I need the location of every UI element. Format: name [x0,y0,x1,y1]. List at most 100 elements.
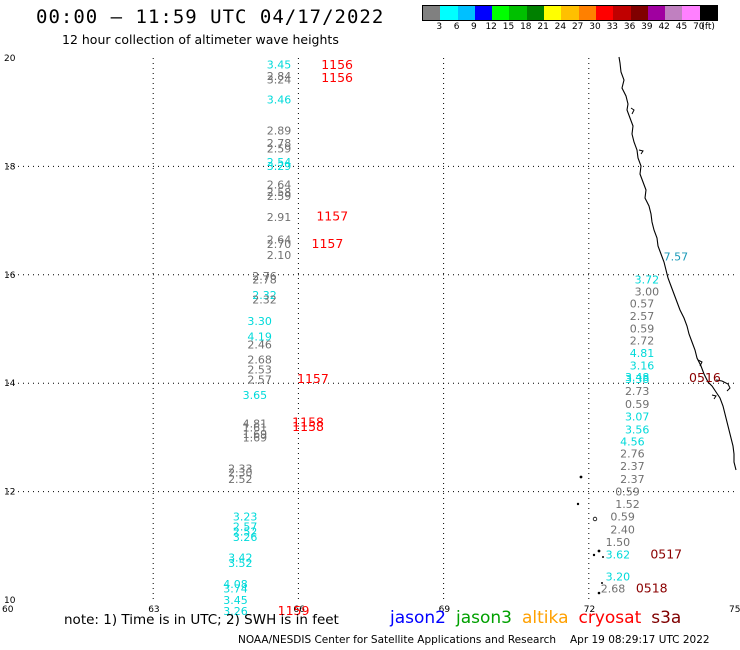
swh-value: 4.08 [223,578,248,591]
swh-value: 4.81 [243,418,268,431]
swh-value: 3.52 [228,557,253,570]
swh-value: 7.57 [664,251,689,264]
pass-time: 1156 [321,70,353,85]
colorbar-label: 39 [641,22,653,32]
pass-time: 1157 [316,209,348,224]
colorbar-swatch [423,6,441,20]
colorbar-swatch [578,6,596,20]
swh-value: 2.72 [630,335,655,348]
swh-value: 4.56 [620,436,645,449]
swh-value: 0.57 [630,297,655,310]
colorbar-swatch [440,6,458,20]
pass-time: 1159 [278,603,310,618]
colorbar-label: 6 [453,22,460,32]
y-tick-label: 16 [4,271,16,281]
colorbar-label: 42 [658,22,670,32]
x-tick-label: 75 [729,605,740,615]
coastline [576,56,737,595]
swh-value: 2.52 [228,473,253,486]
swh-value: 1.61 [243,421,268,434]
swh-value: 1.69 [243,428,268,441]
swh-value: 3.56 [625,424,650,437]
colorbar-swatch [474,6,493,20]
swh-value: 2.76 [252,270,277,283]
colorbar-swatch [509,6,527,20]
swh-value: 1.50 [606,536,631,549]
swh-value: 3.74 [223,582,248,595]
swh-value: 2.57 [233,521,258,534]
colorbar-swatch [526,6,545,20]
swh-value: 3.72 [635,273,660,286]
swh-value: 2.64 [267,179,292,192]
swh-value: 2.76 [620,447,645,460]
colorbar-legend [422,5,719,21]
pass-time: 1157 [297,371,329,386]
y-tick-label: 10 [4,596,16,606]
swh-value: 2.57 [630,310,655,323]
swh-value: 2.84 [267,70,292,83]
colorbar-label: 36 [623,22,636,32]
swh-readings: 3.452.843.243.462.892.782.592.543.292.64… [223,58,688,618]
swh-value: 2.46 [247,339,272,352]
x-tick-label: 72 [584,605,595,615]
swh-value: 3.24 [267,73,292,86]
satellite-legend-item: s3a [651,608,682,628]
x-tick-label: 69 [439,605,451,615]
swh-value: 4.19 [247,330,272,343]
grid-lines [8,58,734,600]
swh-value: 2.32 [252,294,277,307]
y-tick-label: 20 [4,54,16,64]
swh-value: 2.73 [625,385,650,398]
swh-value: 3.38 [625,373,650,386]
colorbar-swatch [647,6,666,20]
colorbar-labels: 3 6 9 12 15 18 21 24 27 30 33 36 39 42 45 70 (ft) [422,22,740,36]
pass-time: 0518 [636,580,668,595]
swh-value: 2.40 [610,523,635,536]
pass-time: 0516 [689,370,721,385]
colorbar-label: 21 [537,22,549,32]
swh-value: 1.52 [615,498,640,511]
x-tick-label: 66 [293,605,305,615]
y-tick-label: 18 [4,162,16,172]
x-tick-label: 63 [148,605,159,615]
swh-value: 3.45 [267,58,292,71]
satellite-legend: jason2 jason3 altika cryosat s3a [390,608,691,628]
swh-value: 3.00 [635,285,660,298]
colorbar-label: 15 [502,22,515,32]
swh-value: 2.37 [620,473,645,486]
colorbar-label: 70 [693,22,705,32]
swh-value: 3.45 [223,594,248,607]
swh-value: 2.58 [267,186,292,199]
colorbar-swatch [544,6,562,20]
pass-time: 1158 [292,415,324,430]
swh-value: 2.89 [267,124,292,137]
colorbar-label: 33 [606,22,619,32]
swh-value: 2.78 [252,273,277,286]
page-title: 00:00 – 11:59 UTC 04/17/2022 [36,6,385,28]
swh-value: 2.91 [267,211,292,224]
swh-value: 2.54 [267,156,292,169]
swh-value: 2.53 [247,363,272,376]
swh-value: 2.68 [247,354,272,367]
colorbar-label: 3 [436,22,443,32]
swh-value: 3.30 [247,315,272,328]
satellite-legend-item: jason2 [390,608,446,628]
swh-value: 3.23 [233,510,258,523]
colorbar-swatch [595,6,614,20]
swh-value: 2.32 [252,289,277,302]
swh-value: 0.59 [615,485,640,498]
colorbar-swatch [699,6,718,20]
swh-value: 2.52 [233,526,258,539]
swh-value: 3.48 [625,371,650,384]
pass-time: 1158 [292,419,324,434]
colorbar-swatch [630,6,648,20]
colorbar-label: 12 [485,22,497,32]
swh-value: 3.07 [625,411,650,424]
swh-value: 2.30 [228,466,253,479]
pass-time: 1156 [321,57,353,72]
swh-value: 3.65 [243,389,268,402]
satellite-legend-item: altika [522,608,569,628]
swh-value: 2.33 [228,463,253,476]
pass-time: 1157 [312,236,344,251]
